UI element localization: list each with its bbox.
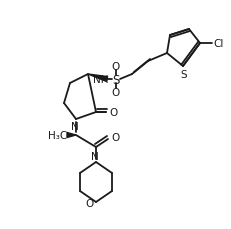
Text: Cl: Cl [214, 39, 224, 49]
Text: O: O [109, 108, 117, 117]
Text: O: O [111, 132, 119, 142]
Text: NH: NH [93, 75, 109, 85]
Polygon shape [67, 133, 76, 138]
Polygon shape [88, 75, 108, 82]
Text: S: S [181, 70, 187, 80]
Text: O: O [112, 88, 120, 98]
Text: S: S [112, 73, 120, 86]
Text: N: N [91, 151, 99, 161]
Text: O: O [112, 62, 120, 72]
Text: H₃C: H₃C [48, 131, 68, 140]
Text: N: N [71, 121, 79, 131]
Text: O: O [85, 198, 93, 208]
